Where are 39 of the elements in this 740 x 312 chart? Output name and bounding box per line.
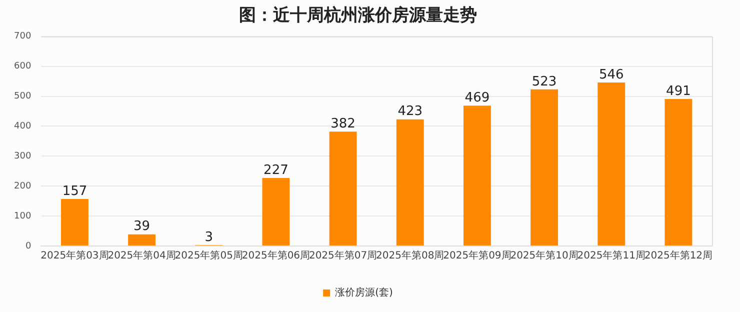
data-label: 39 bbox=[134, 219, 150, 234]
y-tick-label: 200 bbox=[14, 181, 32, 192]
data-label: 3 bbox=[204, 230, 214, 245]
y-tick-label: 600 bbox=[14, 62, 32, 72]
data-label: 382 bbox=[330, 116, 356, 132]
x-tick-label: 2025年第07周 bbox=[308, 250, 378, 262]
data-label: 469 bbox=[464, 90, 490, 106]
bar bbox=[262, 178, 290, 246]
x-tick-label: 2025年第05周 bbox=[174, 250, 243, 262]
data-label: 523 bbox=[532, 74, 557, 90]
data-label: 157 bbox=[62, 184, 88, 199]
y-tick-label: 400 bbox=[14, 122, 32, 132]
data-label: 423 bbox=[398, 104, 423, 120]
chart-title: 图：近十周杭州涨价房源量走势 bbox=[239, 6, 477, 26]
data-label: 491 bbox=[666, 84, 691, 99]
bar bbox=[530, 89, 558, 246]
bar bbox=[664, 98, 692, 246]
x-tick-label: 2025年第03周 bbox=[40, 250, 109, 262]
y-tick-label: 0 bbox=[25, 241, 32, 252]
x-tick-label: 2025年第10周 bbox=[510, 250, 578, 262]
bar bbox=[598, 82, 626, 246]
x-tick-label: 2025年第12周 bbox=[644, 250, 713, 262]
x-tick-label: 2025年第08周 bbox=[376, 250, 444, 262]
data-label: 227 bbox=[264, 162, 288, 178]
data-label: 546 bbox=[598, 67, 624, 82]
y-tick-label: 500 bbox=[14, 92, 32, 102]
bar bbox=[396, 119, 424, 246]
legend-label: 涨价房源(套) bbox=[335, 286, 393, 299]
y-tick-label: 300 bbox=[14, 152, 32, 162]
y-tick-label: 700 bbox=[14, 32, 32, 42]
bar bbox=[128, 234, 156, 246]
bar bbox=[329, 132, 357, 246]
y-tick-label: 100 bbox=[14, 211, 32, 222]
x-tick-label: 2025年第09周 bbox=[443, 250, 512, 262]
x-tick-label: 2025年第04周 bbox=[108, 250, 176, 262]
x-tick-label: 2025年第11周 bbox=[577, 250, 646, 262]
x-tick-label: 2025年第06周 bbox=[242, 250, 310, 262]
bar bbox=[463, 106, 491, 246]
bar bbox=[60, 198, 88, 246]
